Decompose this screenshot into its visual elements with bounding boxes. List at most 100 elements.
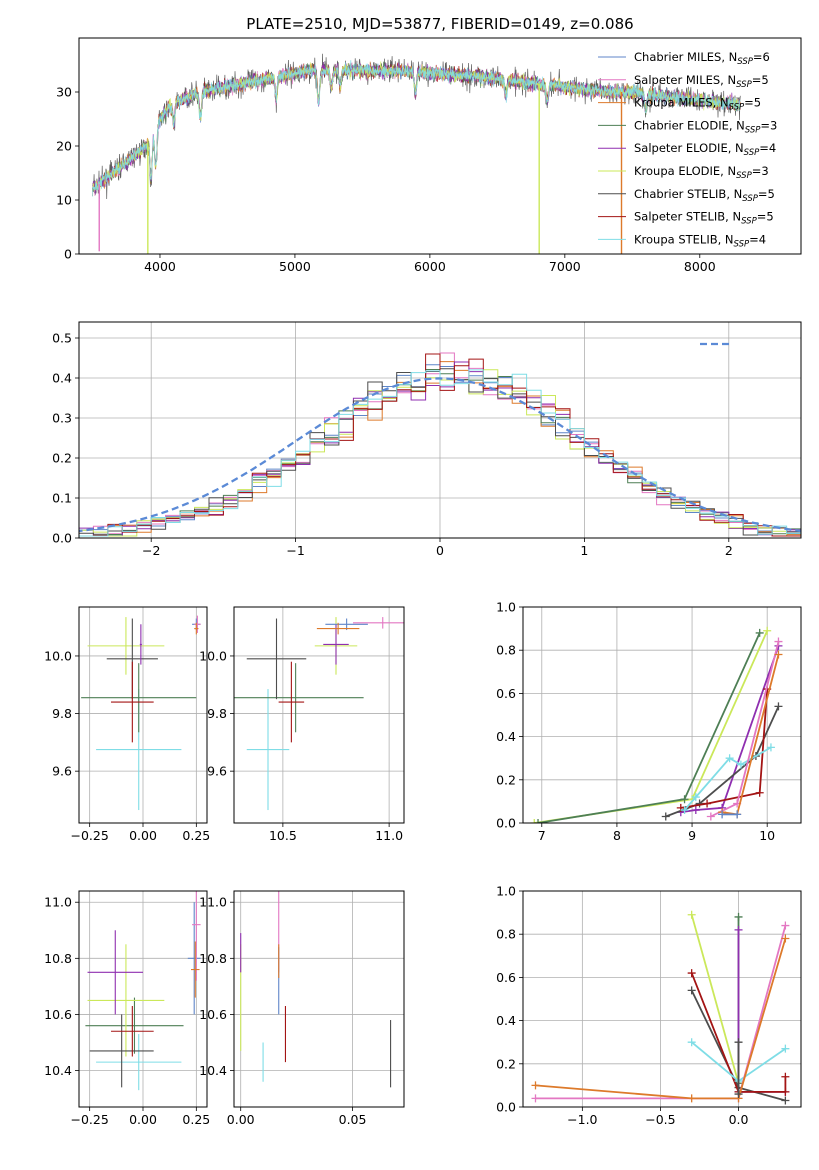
weight-point-marker [733, 810, 742, 819]
ticks: −1.0 −0.5 0.0 0.0 0.2 0.4 0.6 0.8 1.0 [496, 884, 748, 1128]
weight-point-marker [763, 626, 772, 635]
plot-area [240, 891, 392, 1088]
y-tick-label: 0.0 [52, 531, 72, 546]
legend-model-name: Chabrier STELIB, N [634, 187, 742, 201]
x-tick-label: −1 [286, 543, 304, 558]
weight-point-marker [687, 1094, 696, 1103]
legend-nssp: =3 [752, 164, 769, 178]
panel-ebv-mass: 0.00 0.05 10.4 10.6 10.8 11.0 [199, 890, 405, 1127]
weight-point-marker [687, 969, 696, 978]
normal-reference-curve [79, 377, 801, 533]
weight-point-marker [755, 788, 764, 797]
y-tick-label: 9.8 [207, 706, 227, 721]
weight-series-line [690, 914, 740, 1084]
legend-subscript: SSP [729, 103, 745, 113]
plot-area [79, 352, 801, 537]
panel-spectrum: 4000 5000 6000 7000 8000 0 10 20 30 Chabrier MILE… [56, 37, 802, 274]
y-tick-label: 10.8 [199, 951, 227, 966]
panel-z-age: −0.25 0.00 0.25 9.6 9.8 10.0 [44, 606, 210, 843]
weight-point-marker [781, 1087, 790, 1096]
plot-area [85, 891, 201, 1091]
grid [79, 607, 207, 823]
y-tick-label: 9.6 [52, 764, 72, 779]
legend-label: Chabrier STELIB, NSSP=5 [634, 187, 775, 204]
legend-label: Salpeter ELODIE, NSSP=4 [634, 141, 776, 158]
y-tick-label: 11.0 [199, 895, 227, 910]
axes-frame [78, 37, 802, 255]
y-tick-label: 0.4 [496, 1013, 516, 1028]
weight-point-marker [534, 819, 543, 823]
legend-model-name: Kroupa ELODIE, N [634, 164, 736, 178]
legend-nssp: =5 [744, 96, 761, 110]
y-tick-label: 0.0 [496, 1100, 516, 1115]
weight-point-marker [530, 819, 539, 823]
x-tick-label: −0.25 [71, 1112, 109, 1127]
axes-frame [78, 321, 802, 539]
legend-model-name: Salpeter MILES, N [634, 73, 736, 87]
weight-point-marker [774, 637, 783, 646]
weight-point-marker [781, 1072, 790, 1081]
y-tick-label: 0 [64, 247, 72, 262]
plot-area [531, 910, 790, 1105]
plot-area [92, 53, 741, 254]
legend-label: Salpeter MILES, NSSP=5 [634, 73, 769, 90]
weight-point-marker [531, 1094, 540, 1103]
weight-point-marker [781, 1044, 790, 1053]
x-tick-label: −1.0 [567, 1112, 597, 1127]
x-tick-label: 10.5 [269, 828, 297, 843]
legend-subscript: SSP [745, 125, 761, 135]
legend-label: Kroupa MILES, NSSP=5 [634, 96, 761, 113]
legend-model-name: Salpeter ELODIE, N [634, 141, 744, 155]
y-tick-label: 0.6 [496, 686, 516, 701]
weight-point-marker [774, 650, 783, 659]
legend-label: Kroupa ELODIE, NSSP=3 [634, 164, 769, 181]
y-tick-label: 0.5 [52, 331, 72, 346]
axes-frame [78, 890, 208, 1108]
panel-residuals: −2 −1 0 1 2 0.0 0.1 0.2 0.3 0.4 0.5 [52, 321, 802, 558]
panel-z-weight: −1.0 −0.5 0.0 0.0 0.2 0.4 0.6 0.8 1.0 [496, 884, 802, 1128]
x-tick-label: 0.0 [729, 1112, 749, 1127]
weight-series-line [534, 630, 769, 823]
legend-nssp: =5 [752, 73, 769, 87]
legend-label: Salpeter STELIB, NSSP=5 [634, 210, 774, 227]
legend-label: Chabrier ELODIE, NSSP=3 [634, 118, 777, 135]
axes-frame [233, 890, 405, 1108]
legend-subscript: SSP [744, 148, 760, 158]
weight-series-line [680, 645, 780, 814]
x-tick-label: 0.25 [182, 828, 210, 843]
x-tick-label: 7 [538, 828, 546, 843]
y-tick-label: 0.6 [496, 970, 516, 985]
y-tick-label: 11.0 [44, 895, 72, 910]
y-tick-label: 10.4 [44, 1063, 72, 1078]
ticks: 0.00 0.05 10.4 10.6 10.8 11.0 [199, 895, 366, 1127]
legend-subscript: SSP [734, 239, 750, 249]
legend-model-name: Salpeter STELIB, N [634, 210, 741, 224]
figure-title: PLATE=2510, MJD=53877, FIBERID=0149, z=0… [246, 15, 633, 33]
x-tick-label: 6000 [414, 259, 446, 274]
x-tick-label: 0.05 [339, 1112, 367, 1127]
y-tick-label: 10.0 [44, 648, 72, 663]
weight-point-marker [680, 806, 689, 815]
panel-age-weight: 7 8 9 10 0.0 0.2 0.4 0.6 0.8 1.0 [496, 600, 802, 843]
x-tick-label: 8000 [684, 259, 716, 274]
weight-point-marker [734, 912, 743, 921]
y-tick-label: 30 [56, 85, 72, 100]
plot-area [530, 626, 783, 823]
legend-label: Kroupa STELIB, NSSP=4 [634, 232, 766, 249]
grid [234, 891, 404, 1107]
weight-point-marker [734, 1038, 743, 1047]
x-tick-label: 0.00 [227, 1112, 255, 1127]
weight-point-marker [718, 810, 727, 819]
y-tick-label: 20 [56, 139, 72, 154]
plot-area [234, 617, 404, 811]
y-tick-label: 10.6 [199, 1007, 227, 1022]
legend-nssp: =5 [757, 210, 774, 224]
x-tick-label: 4000 [144, 259, 176, 274]
weight-point-marker [691, 806, 700, 815]
legend-subscript: SSP [741, 217, 757, 227]
x-tick-label: 11.0 [375, 828, 403, 843]
y-tick-label: 10.8 [44, 951, 72, 966]
x-tick-label: 0.00 [129, 828, 157, 843]
